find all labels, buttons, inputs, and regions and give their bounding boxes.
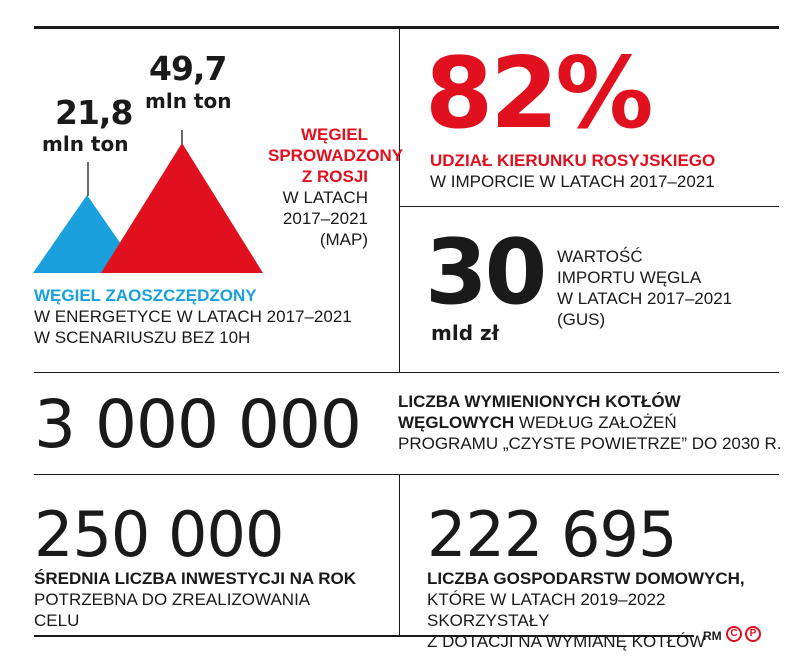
households-line-1: KTÓRE W LATACH 2019–2022 SKORZYSTAŁY <box>427 590 666 630</box>
vertical-divider-top <box>399 29 400 372</box>
import-value-unit: mld zł <box>431 321 500 345</box>
imported-detail-line-1: W LATACH <box>282 188 368 207</box>
copyright-p-letter: P <box>749 628 757 639</box>
imported-detail-line-3: (MAP) <box>319 230 368 249</box>
imported-coal-unit: mln ton <box>145 89 232 113</box>
imported-caption-line-3: Z ROSJI <box>301 167 368 186</box>
divider-row-2 <box>34 474 779 475</box>
bottom-rule <box>34 635 694 637</box>
saved-detail-line-1: W ENERGETYCE W LATACH 2017–2021 <box>34 307 352 326</box>
imported-detail-line-2: 2017–2021 <box>282 209 368 228</box>
imported-coal-caption: WĘGIEL SPROWADZONY Z ROSJI W LATACH 2017… <box>268 124 404 250</box>
boilers-caption: LICZBA WYMIENIONYCH KOTŁÓW WĘGLOWYCH WED… <box>398 391 783 454</box>
import-value-line-2: IMPORTU WĘGLA <box>557 268 702 287</box>
russian-share-caption: UDZIAŁ KIERUNKU ROSYJSKIEGO W IMPORCIE W… <box>430 150 775 192</box>
boilers-caption-bold-word: WĘGLOWYCH <box>398 413 515 432</box>
copyright-c-icon: C <box>726 626 742 642</box>
import-value-number: 30 <box>425 220 547 325</box>
copyright-p-icon: P <box>745 626 761 642</box>
saved-coal-caption: WĘGIEL ZAOSZCZĘDZONY W ENERGETYCE W LATA… <box>34 285 394 348</box>
households-line-2: Z DOTACJI NA WYMIANĘ KOTŁÓW <box>427 632 706 651</box>
copyright-c-letter: C <box>730 628 738 639</box>
saved-detail-line-2: W SCENARIUSZU BEZ 10H <box>34 328 251 347</box>
russian-share-detail: W IMPORCIE W LATACH 2017–2021 <box>430 172 715 191</box>
boilers-caption-rest: WEDŁUG ZAŁOŻEŃ <box>514 413 677 432</box>
households-value: 222 695 <box>427 498 677 571</box>
vertical-divider-bottom <box>399 475 400 635</box>
boilers-caption-line-2: WĘGLOWYCH WEDŁUG ZAŁOŻEŃ <box>398 412 783 433</box>
imported-caption-line-2: SPROWADZONY <box>268 146 404 165</box>
import-value-line-3: W LATACH 2017–2021 <box>557 289 733 308</box>
imported-caption-line-1: WĘGIEL <box>300 125 368 144</box>
imported-coal-triangle <box>101 143 263 273</box>
boilers-caption-line-1: LICZBA WYMIENIONYCH KOTŁÓW <box>398 392 681 411</box>
average-investments-caption: ŚREDNIA LICZBA INWESTYCJI NA ROK POTRZEB… <box>34 568 394 631</box>
saved-caption-title: WĘGIEL ZAOSZCZĘDZONY <box>34 286 257 305</box>
divider-row-1 <box>34 372 779 373</box>
boilers-caption-line-3: PROGRAMU „CZYSTE POWIETRZE” DO 2030 r. <box>398 434 782 453</box>
average-investments-line-2: CELU <box>34 611 80 630</box>
boilers-target-value: 3 000 000 <box>34 386 362 463</box>
average-investments-title: ŚREDNIA LICZBA INWESTYCJI NA ROK <box>34 569 357 588</box>
top-rule <box>34 26 779 29</box>
divider-right-middle <box>400 206 779 207</box>
coal-triangles-graphic <box>33 130 263 273</box>
import-value-caption: WARTOŚĆ IMPORTU WĘGLA W LATACH 2017–2021… <box>557 246 777 330</box>
households-title: LICZBA GOSPODARSTW DOMOWYCH, <box>427 569 745 588</box>
households-caption: LICZBA GOSPODARSTW DOMOWYCH, KTÓRE W LAT… <box>427 568 782 652</box>
average-investments-value: 250 000 <box>34 498 284 571</box>
imported-coal-value: 49,7 <box>149 49 227 88</box>
author-initials: RM <box>703 629 722 643</box>
russian-share-value: 82% <box>425 37 654 151</box>
average-investments-line-1: POTRZEBNA DO ZREALIZOWANIA <box>34 590 311 609</box>
saved-coal-unit: mln ton <box>42 132 129 156</box>
import-value-line-4: (GUS) <box>557 310 606 329</box>
import-value-line-1: WARTOŚĆ <box>557 247 643 266</box>
russian-share-caption-title: UDZIAŁ KIERUNKU ROSYJSKIEGO <box>430 151 716 170</box>
saved-coal-value: 21,8 <box>55 93 133 132</box>
